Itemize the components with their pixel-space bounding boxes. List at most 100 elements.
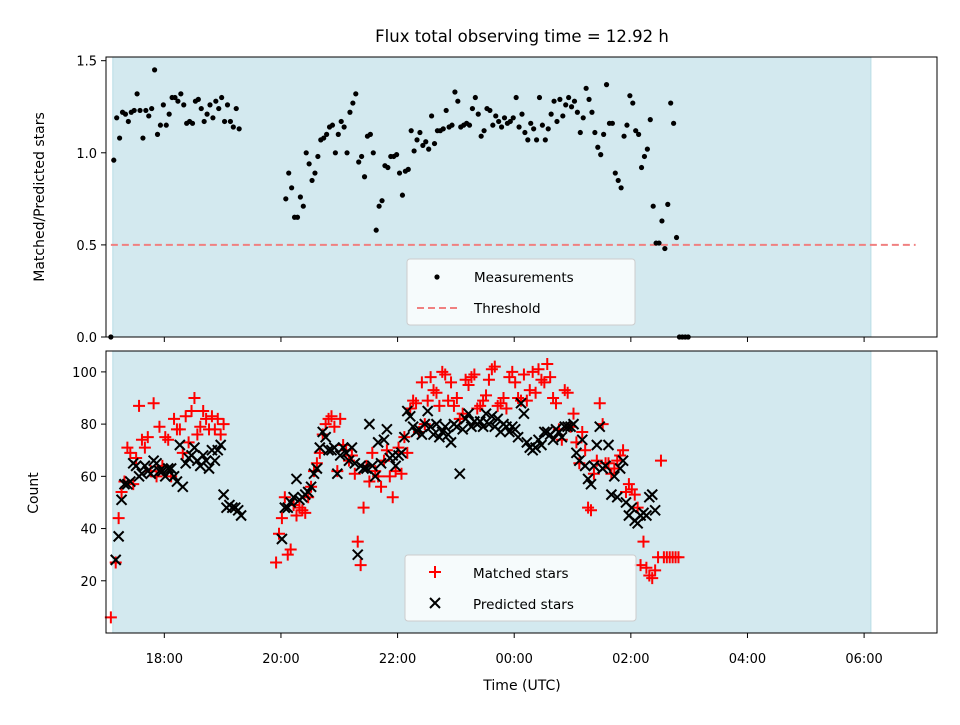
matched-star-point <box>643 569 656 582</box>
measurement-point <box>315 153 321 160</box>
measurement-point <box>373 227 379 233</box>
predicted-star-point <box>556 431 568 443</box>
measurement-point <box>472 94 478 101</box>
measurement-point <box>452 89 458 95</box>
predicted-star-point <box>509 423 521 436</box>
matched-star-point <box>538 376 551 389</box>
measurement-point <box>329 122 336 128</box>
measurement-point <box>189 120 196 126</box>
measurement-point <box>423 139 429 145</box>
matched-star-point <box>503 371 516 384</box>
matched-star-point <box>500 402 513 415</box>
predicted-star-point <box>427 428 440 441</box>
matched-star-point <box>459 373 472 386</box>
matched-star-point <box>194 420 207 433</box>
measurement-point <box>385 164 391 171</box>
measurement-point <box>283 196 289 202</box>
predicted-star-point <box>139 460 151 472</box>
matched-star-point <box>427 384 440 397</box>
predicted-star-point <box>349 457 361 469</box>
x-tick-label: 06:00 <box>845 652 882 667</box>
predicted-star-point <box>459 413 472 425</box>
measurement-point <box>542 137 548 143</box>
measurement-point <box>361 174 368 180</box>
measurement-point <box>668 100 674 106</box>
matched-star-point <box>523 384 536 397</box>
top-y-tick-label: 1.0 <box>76 147 97 162</box>
predicted-star-point <box>398 431 411 443</box>
measurement-point <box>519 111 525 117</box>
predicted-star-point <box>535 439 548 451</box>
bottom-y-tick-label: 60 <box>80 470 97 485</box>
predicted-star-point <box>290 473 303 485</box>
measurement-point <box>414 137 420 143</box>
matched-star-point <box>576 425 589 438</box>
predicted-star-point <box>486 410 498 422</box>
matched-star-point <box>529 386 542 399</box>
matched-star-point <box>582 501 595 514</box>
predicted-star-point <box>614 462 626 475</box>
measurement-point <box>601 131 607 137</box>
predicted-star-point <box>576 434 588 446</box>
measurement-point <box>353 91 359 97</box>
matched-star-point <box>112 512 125 525</box>
measurement-point <box>528 120 534 126</box>
matched-star-point <box>445 376 458 389</box>
measurement-point <box>178 91 184 97</box>
predicted-star-point <box>474 415 486 428</box>
matched-star-point <box>197 405 210 418</box>
predicted-star-point <box>389 460 402 472</box>
predicted-star-point <box>343 454 355 467</box>
measurement-point <box>536 94 543 101</box>
legend-predicted-label: Predicted stars <box>473 597 574 613</box>
measurement-point <box>163 122 169 128</box>
predicted-star-point <box>200 454 212 467</box>
matched-star-point <box>325 410 338 423</box>
matched-star-point <box>512 392 525 404</box>
matched-star-point <box>141 431 154 444</box>
predicted-star-point <box>282 501 294 514</box>
measurement-point <box>633 128 639 134</box>
measurement-point <box>154 131 161 137</box>
predicted-star-point <box>179 457 192 469</box>
measurement-point <box>487 107 493 114</box>
predicted-star-point <box>366 460 379 472</box>
matched-star-point <box>558 384 571 397</box>
measurement-point <box>577 129 583 136</box>
matched-star-point <box>375 480 388 493</box>
predicted-star-point <box>346 441 358 454</box>
measurement-point <box>595 144 601 150</box>
predicted-star-point <box>570 447 583 459</box>
measurement-point <box>332 150 338 156</box>
matched-star-point <box>640 561 653 574</box>
matched-star-point <box>509 376 522 389</box>
predicted-star-point <box>512 431 524 443</box>
matched-star-point <box>526 365 539 378</box>
measurement-point <box>181 102 187 108</box>
top-legend-box <box>406 258 636 326</box>
measurement-point <box>583 85 589 91</box>
measurement-point <box>615 177 621 184</box>
predicted-star-point <box>197 449 209 462</box>
matched-star-point <box>173 423 186 436</box>
top-panel-marks <box>108 67 916 340</box>
measurement-point <box>359 153 365 160</box>
matched-star-point <box>270 556 283 569</box>
matched-star-point <box>579 444 592 457</box>
measurement-point <box>300 203 306 209</box>
matched-star-point <box>200 412 213 425</box>
measurement-point <box>151 67 158 73</box>
matched-star-point <box>383 470 396 483</box>
measurement-point <box>411 148 417 154</box>
measurement-point <box>507 118 513 125</box>
matched-star-point <box>622 478 635 491</box>
measurement-point <box>335 131 341 137</box>
matched-star-point <box>482 373 495 386</box>
measurement-point <box>592 129 598 136</box>
matched-star-point <box>211 412 224 425</box>
matched-star-point <box>415 376 428 389</box>
measurement-point <box>306 161 312 167</box>
measurement-point <box>650 203 656 209</box>
predicted-star-point <box>352 548 364 561</box>
